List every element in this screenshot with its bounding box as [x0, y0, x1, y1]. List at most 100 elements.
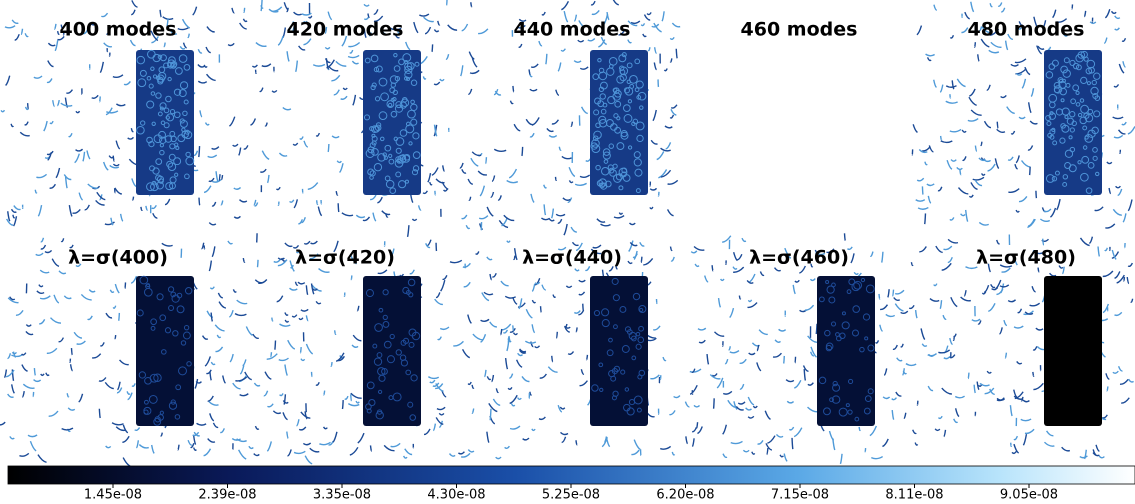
- noise: [752, 405, 758, 409]
- noise: [600, 223, 611, 227]
- noise: [578, 20, 586, 28]
- texture: [1080, 104, 1090, 114]
- texture: [602, 148, 611, 156]
- noise: [531, 283, 536, 292]
- texture: [618, 54, 627, 63]
- noise: [362, 216, 371, 222]
- texture: [185, 156, 195, 166]
- noise: [88, 289, 96, 293]
- noise: [298, 45, 306, 51]
- panel: 420 modes: [227, 0, 458, 238]
- noise: [883, 368, 888, 376]
- noise: [562, 197, 571, 201]
- noise: [83, 28, 89, 35]
- noise: [283, 394, 287, 405]
- texture: [175, 384, 182, 391]
- noise: [424, 26, 432, 35]
- noise: [564, 326, 570, 333]
- noise: [996, 121, 999, 129]
- texture: [1092, 93, 1099, 99]
- noise: [182, 42, 187, 49]
- noise: [297, 281, 306, 285]
- panel: λ=σ(440): [449, 240, 681, 460]
- noise: [192, 435, 197, 445]
- texture: [400, 98, 410, 107]
- noise: [539, 306, 542, 314]
- noise: [924, 161, 928, 166]
- noise: [468, 196, 472, 201]
- texture: [389, 87, 396, 94]
- noise: [657, 191, 660, 197]
- noise: [1036, 45, 1043, 55]
- noise: [1115, 185, 1121, 189]
- noise: [1015, 72, 1023, 76]
- noise: [429, 181, 433, 186]
- texture: [137, 78, 147, 88]
- noise: [513, 123, 521, 132]
- texture: [1051, 127, 1056, 132]
- noise: [618, 29, 626, 36]
- texture: [182, 331, 191, 340]
- noise: [973, 384, 976, 394]
- noise: [467, 314, 472, 324]
- noise: [1007, 299, 1017, 303]
- noise: [116, 387, 123, 394]
- noise: [561, 436, 567, 444]
- noise: [937, 415, 943, 420]
- texture: [183, 130, 193, 140]
- noise: [974, 145, 978, 153]
- noise: [206, 26, 215, 33]
- texture: [382, 289, 389, 296]
- noise: [953, 333, 957, 338]
- noise: [396, 29, 400, 34]
- noise: [19, 131, 30, 137]
- noise: [434, 298, 443, 306]
- noise: [977, 320, 982, 325]
- noise: [996, 239, 1001, 245]
- texture: [867, 344, 875, 352]
- texture: [144, 376, 152, 385]
- texture: [828, 296, 836, 304]
- noise: [69, 244, 74, 249]
- noise: [766, 447, 769, 456]
- noise: [606, 11, 610, 21]
- noise: [431, 167, 439, 176]
- texture: [614, 126, 622, 134]
- noise: [14, 33, 20, 41]
- noise: [152, 212, 158, 219]
- texture: [602, 151, 611, 160]
- noise: [271, 89, 278, 93]
- noise: [988, 302, 996, 313]
- noise: [445, 54, 450, 60]
- noise: [557, 246, 567, 251]
- texture: [136, 125, 145, 135]
- panel-label: 400 modes: [60, 19, 177, 41]
- noise: [1024, 311, 1034, 315]
- noise: [600, 36, 607, 46]
- noise: [436, 406, 446, 411]
- texture: [604, 180, 612, 188]
- noise: [551, 355, 554, 363]
- noise: [962, 156, 967, 162]
- noise: [272, 410, 282, 415]
- noise: [969, 88, 976, 97]
- noise: [127, 392, 133, 401]
- noise: [1013, 435, 1019, 441]
- noise: [432, 382, 440, 387]
- noise: [954, 408, 960, 418]
- noise: [574, 268, 580, 272]
- noise: [747, 299, 753, 303]
- noise: [206, 310, 214, 318]
- texture: [153, 417, 162, 426]
- noise: [895, 391, 902, 397]
- noise: [618, 212, 624, 215]
- noise: [729, 350, 740, 354]
- noise: [214, 324, 225, 332]
- texture: [622, 104, 631, 112]
- noise: [95, 199, 105, 206]
- noise: [111, 422, 124, 426]
- noise: [129, 39, 136, 47]
- noise: [381, 210, 391, 216]
- noise: [486, 256, 493, 261]
- texture: [1054, 170, 1060, 176]
